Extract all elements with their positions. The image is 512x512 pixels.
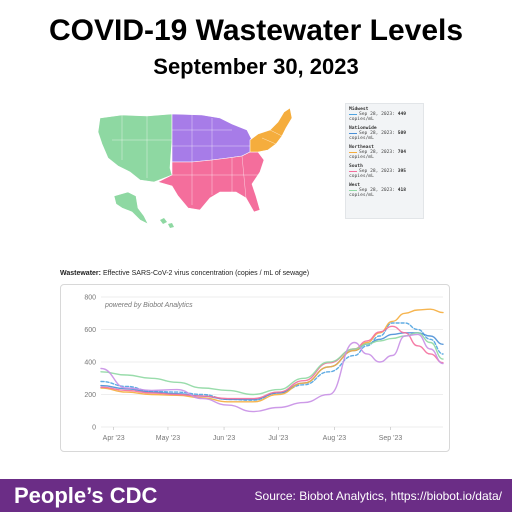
x-tick-label: May '23 [156,435,180,442]
line-chart: 0 200 400 600 800 Apr '23 May '23 Jun '23 Jul '2… [84,295,444,442]
legend-entry-south: South Sep 28, 2023: 395 copies/mL [349,164,420,179]
legend-entry-west: West Sep 28, 2023: 418 copies/mL [349,183,420,198]
legend-value: 509 [397,131,407,136]
y-tick-label: 400 [84,360,96,367]
y-tick-label: 0 [92,425,96,432]
footer-brand: People’s CDC [14,483,158,508]
chart-header: Wastewater: Effective SARS-CoV-2 virus c… [60,270,309,277]
legend-region-name: Midwest [349,107,369,112]
chart-panel: 0 200 400 600 800 Apr '23 May '23 Jun '23 Jul '2… [60,284,450,452]
series-line-nationwide [100,332,444,401]
y-tick-label: 600 [84,327,96,334]
legend-unit: copies/mL [349,155,374,160]
legend-date: Sep 28, 2023: [359,131,395,136]
map-region-hawaii [160,218,174,228]
chart-header-bold: Wastewater: [60,270,101,277]
x-tick-label: Sep '23 [379,435,403,442]
y-tick-label: 200 [84,392,96,399]
legend-unit: copies/mL [349,174,374,179]
chart-annotation: powered by Biobot Analytics [104,302,193,309]
series-line-northeast [100,308,444,403]
legend-swatch [349,151,357,154]
legend-swatch [349,170,357,173]
legend-unit: copies/mL [349,136,374,141]
legend-entry-midwest: Midwest Sep 28, 2023: 449 copies/mL [349,107,420,122]
legend-entry-northeast: Northeast Sep 28, 2023: 704 copies/mL [349,145,420,160]
series-line-midwest [100,322,444,401]
x-tick-label: Jul '23 [268,435,288,442]
legend-value: 418 [397,188,407,193]
state-border-lines [112,115,283,205]
us-map-svg [97,107,293,228]
us-regions-map [92,100,302,230]
legend-region-name: Northeast [349,145,374,150]
x-tick-label: Aug '23 [323,435,347,442]
legend-swatch [349,113,357,116]
legend-swatch [349,132,357,135]
x-tick-label: Apr '23 [103,435,125,442]
footer-bar: People’s CDC Source: Biobot Analytics, h… [0,479,512,512]
legend-region-name: South [349,164,363,169]
legend-value: 704 [397,150,407,155]
series-line-series-5 [100,333,444,413]
map-region-south [157,151,265,213]
chart-header-text: Effective SARS-CoV-2 virus concentration… [102,270,310,277]
map-region-alaska [113,191,149,225]
legend-swatch [349,189,357,192]
page-subtitle: September 30, 2023 [153,54,359,79]
series-line-west [100,332,444,396]
legend-value: 449 [397,112,407,117]
y-tick-label: 800 [84,295,96,302]
legend-date: Sep 28, 2023: [359,150,395,155]
map-region-northeast [249,107,293,153]
legend-region-name: Nationwide [349,126,377,131]
legend-date: Sep 28, 2023: [359,169,395,174]
legend-unit: copies/mL [349,117,374,122]
legend-date: Sep 28, 2023: [359,188,395,193]
map-region-west [97,113,173,183]
x-tick-label: Jun '23 [213,435,235,442]
series-line-south [100,325,444,400]
legend-unit: copies/mL [349,193,374,198]
page-title: COVID-19 Wastewater Levels [48,14,464,47]
legend-region-name: West [349,183,361,188]
legend-entry-nationwide: Nationwide Sep 28, 2023: 509 copies/mL [349,126,420,141]
footer-source: Source: Biobot Analytics, https://biobot… [254,489,502,503]
legend-value: 395 [397,169,407,174]
map-legend: Midwest Sep 28, 2023: 449 copies/mL Nati… [345,103,424,219]
legend-date: Sep 28, 2023: [359,112,395,117]
